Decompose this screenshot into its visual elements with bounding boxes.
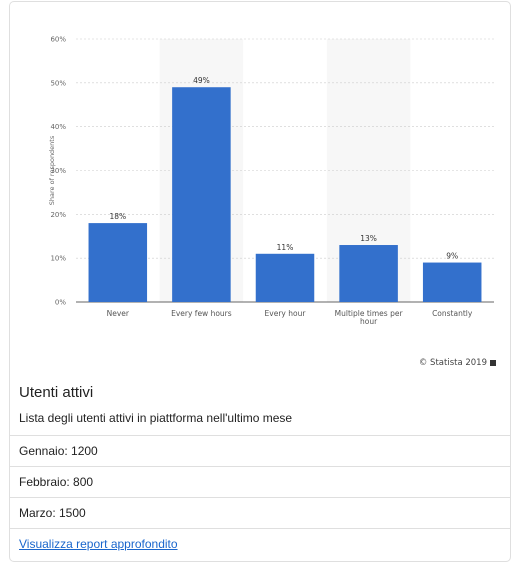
category-label-3: Multiple times per xyxy=(335,309,404,318)
category-label-3: hour xyxy=(360,317,378,326)
bar-4 xyxy=(422,262,482,302)
bar-chart: 0% 10% 20% 30% 40% 50% 60% Share of respondents… xyxy=(48,36,494,326)
data-label-3: 13% xyxy=(360,234,377,243)
category-label-2: Every hour xyxy=(265,309,307,318)
active-users-card: 0% 10% 20% 30% 40% 50% 60% Share of respondents… xyxy=(9,1,511,562)
data-label-0: 18% xyxy=(109,212,126,221)
bar-1 xyxy=(172,87,231,302)
bar-3 xyxy=(339,245,398,302)
y-tick-label: 30% xyxy=(50,167,66,175)
y-tick-label: 60% xyxy=(50,36,66,44)
data-label-2: 11% xyxy=(277,243,294,252)
statista-credit[interactable]: © Statista 2019 xyxy=(419,358,496,368)
data-label-1: 49% xyxy=(193,76,210,85)
bar-2 xyxy=(255,253,315,302)
y-tick-label: 20% xyxy=(50,211,66,219)
category-label-4: Constantly xyxy=(432,309,473,318)
y-tick-label: 50% xyxy=(50,79,66,87)
y-axis-label: Share of respondents xyxy=(48,135,56,205)
report-link[interactable]: Visualizza report approfondito xyxy=(19,537,178,551)
y-tick-label: 10% xyxy=(50,255,66,263)
card-text: Lista degli utenti attivi in piattforma … xyxy=(19,411,293,425)
credit-text: © Statista 2019 xyxy=(418,358,487,368)
data-label-4: 9% xyxy=(446,252,458,261)
y-tick-label: 0% xyxy=(55,299,66,307)
card-body: Utenti attivi Lista degli utenti attivi … xyxy=(10,374,510,435)
y-tick-label: 40% xyxy=(50,123,66,131)
list-item-gennaio: Gennaio: 1200 xyxy=(10,435,510,466)
bar-0 xyxy=(88,223,148,302)
list-item-febbraio: Febbraio: 800 xyxy=(10,466,510,497)
category-label-1: Every few hours xyxy=(171,309,232,318)
card-title: Utenti attivi xyxy=(19,384,94,401)
list-item-marzo: Marzo: 1500 xyxy=(10,497,510,528)
category-label-0: Never xyxy=(107,309,130,318)
flag-icon xyxy=(490,359,496,366)
card-footer: Visualizza report approfondito xyxy=(10,528,510,559)
chart-area: 0% 10% 20% 30% 40% 50% 60% Share of respondents… xyxy=(10,2,510,374)
